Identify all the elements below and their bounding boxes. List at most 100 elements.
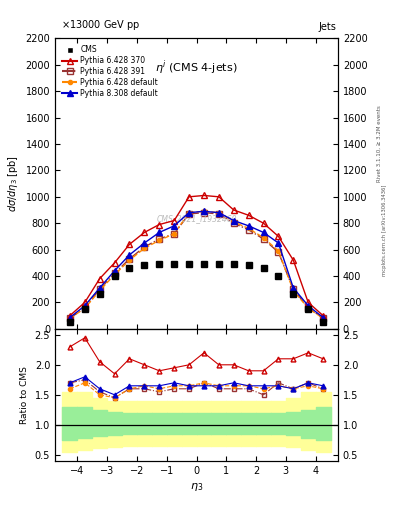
Line: Pythia 6.428 default: Pythia 6.428 default [68,209,325,321]
Pythia 8.308 default [217,209,221,216]
Pythia 6.428 default [187,209,191,216]
Pythia 6.428 default [68,315,72,322]
CMS [83,306,87,312]
Pythia 6.428 391 [142,244,147,250]
Line: Pythia 8.308 default: Pythia 8.308 default [67,208,326,321]
Y-axis label: Ratio to CMS: Ratio to CMS [20,366,29,424]
Pythia 8.308 default [321,314,325,321]
CMS [187,261,191,267]
Pythia 6.428 391 [261,236,266,242]
Pythia 8.308 default [187,209,191,216]
Pythia 6.428 default [276,248,281,254]
Pythia 6.428 370 [276,233,281,240]
Text: Jets: Jets [318,22,336,32]
Text: mcplots.cern.ch [arXiv:1306.3436]: mcplots.cern.ch [arXiv:1306.3436] [382,185,387,276]
Pythia 8.308 default [246,223,251,229]
Pythia 6.428 391 [127,256,132,262]
Pythia 6.428 391 [246,227,251,233]
Pythia 6.428 370 [217,194,221,200]
Pythia 6.428 370 [246,212,251,218]
Pythia 6.428 370 [172,218,176,224]
Pythia 6.428 391 [202,209,206,216]
Line: Pythia 6.428 370: Pythia 6.428 370 [67,193,326,318]
Line: CMS: CMS [67,261,326,325]
Pythia 6.428 default [291,287,296,293]
Text: Rivet 3.1.10, ≥ 3.2M events: Rivet 3.1.10, ≥ 3.2M events [377,105,382,182]
CMS [217,261,221,267]
Pythia 6.428 370 [306,300,310,306]
CMS [276,273,281,279]
CMS [157,261,162,267]
CMS [127,265,132,271]
CMS [261,265,266,271]
Pythia 6.428 391 [321,315,325,322]
Pythia 6.428 default [112,271,117,278]
Legend: CMS, Pythia 6.428 370, Pythia 6.428 391, Pythia 6.428 default, Pythia 8.308 defa: CMS, Pythia 6.428 370, Pythia 6.428 391,… [59,42,161,101]
Pythia 8.308 default [83,303,87,309]
Pythia 6.428 default [172,231,176,237]
Pythia 6.428 391 [97,286,102,292]
Pythia 6.428 default [97,287,102,293]
Pythia 6.428 370 [142,229,147,236]
Pythia 8.308 default [202,208,206,215]
Pythia 6.428 default [246,225,251,231]
Pythia 6.428 370 [202,193,206,199]
Pythia 8.308 default [97,285,102,291]
Text: $\times$13000 GeV pp: $\times$13000 GeV pp [61,18,140,32]
Pythia 6.428 default [127,257,132,263]
Pythia 6.428 391 [83,305,87,311]
CMS [68,319,72,325]
CMS [231,261,236,267]
Pythia 6.428 391 [157,236,162,242]
X-axis label: $\eta_3$: $\eta_3$ [190,481,203,493]
CMS [97,291,102,297]
Pythia 8.308 default [231,218,236,224]
Pythia 6.428 370 [68,312,72,318]
Pythia 6.428 default [321,315,325,322]
Pythia 6.428 default [142,245,147,251]
Pythia 8.308 default [112,268,117,274]
CMS [142,262,147,268]
Pythia 8.308 default [157,229,162,236]
Pythia 6.428 391 [217,211,221,217]
Pythia 6.428 391 [306,305,310,311]
Text: $\eta^i$ (CMS 4-jets): $\eta^i$ (CMS 4-jets) [155,59,238,77]
Pythia 6.428 391 [231,220,236,226]
Pythia 6.428 default [83,305,87,311]
CMS [202,261,206,267]
Pythia 6.428 default [306,305,310,311]
Pythia 8.308 default [306,303,310,309]
Pythia 6.428 default [261,234,266,241]
Pythia 6.428 391 [172,231,176,237]
Pythia 6.428 370 [112,260,117,266]
Pythia 6.428 391 [291,286,296,292]
Pythia 8.308 default [276,240,281,246]
Pythia 8.308 default [142,240,147,246]
Line: Pythia 6.428 391: Pythia 6.428 391 [67,210,326,321]
CMS [172,261,176,267]
CMS [321,319,325,325]
Pythia 8.308 default [172,223,176,229]
Pythia 6.428 370 [187,194,191,200]
Pythia 6.428 default [157,237,162,243]
Pythia 6.428 370 [291,257,296,263]
Pythia 6.428 default [202,208,206,215]
Pythia 6.428 default [217,209,221,216]
Pythia 8.308 default [261,229,266,236]
Text: CMS_2021_I1932460: CMS_2021_I1932460 [156,214,237,223]
Pythia 6.428 370 [127,241,132,247]
Pythia 8.308 default [291,285,296,291]
Pythia 8.308 default [127,252,132,258]
Y-axis label: $d\sigma/d\eta_3$ [pb]: $d\sigma/d\eta_3$ [pb] [6,155,20,212]
Pythia 6.428 370 [321,312,325,318]
Pythia 6.428 370 [97,275,102,282]
Pythia 6.428 370 [261,220,266,226]
CMS [306,306,310,312]
Pythia 6.428 391 [276,249,281,255]
CMS [291,291,296,297]
Pythia 6.428 default [231,219,236,225]
Pythia 6.428 391 [187,211,191,217]
Pythia 8.308 default [68,314,72,321]
Pythia 6.428 391 [112,270,117,276]
Pythia 6.428 391 [68,315,72,322]
